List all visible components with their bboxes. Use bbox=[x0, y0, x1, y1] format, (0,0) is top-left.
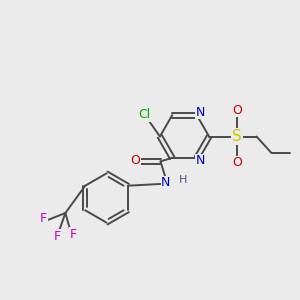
Text: H: H bbox=[179, 175, 187, 185]
Text: N: N bbox=[195, 154, 205, 167]
Text: O: O bbox=[232, 156, 242, 170]
Text: N: N bbox=[161, 176, 171, 190]
Text: F: F bbox=[40, 212, 47, 226]
Text: F: F bbox=[70, 227, 77, 241]
Text: F: F bbox=[53, 230, 61, 243]
Text: S: S bbox=[232, 129, 242, 144]
Text: O: O bbox=[232, 103, 242, 117]
Text: O: O bbox=[131, 154, 140, 167]
Text: N: N bbox=[195, 106, 205, 119]
Text: Cl: Cl bbox=[139, 108, 151, 121]
